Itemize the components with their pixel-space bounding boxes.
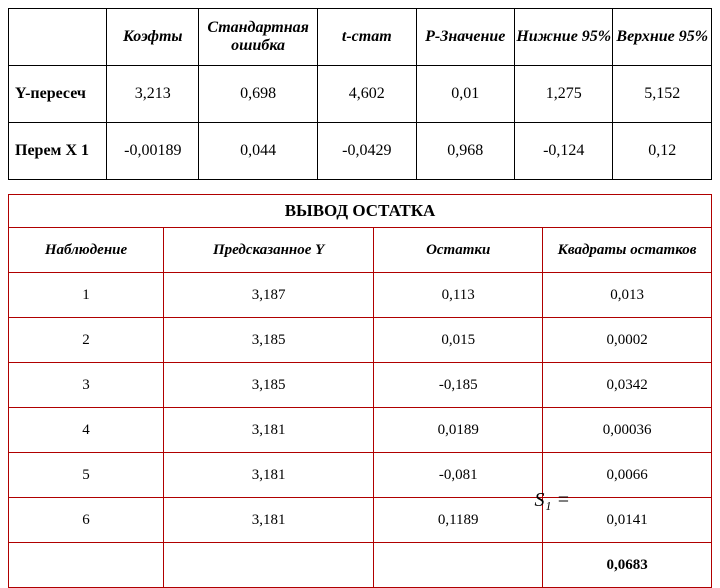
- sum-cell: 0,0683: [543, 543, 712, 588]
- table-row: 4 3,181 0,0189 0,00036: [9, 408, 712, 453]
- table-header-row: Коэфты Стандартная ошибка t-стат P-Значе…: [9, 9, 712, 66]
- cell: -0,0429: [318, 123, 416, 180]
- cell: 0,044: [199, 123, 318, 180]
- cell: 3,181: [164, 498, 374, 543]
- table-row: 2 3,185 0,015 0,0002: [9, 318, 712, 363]
- col-pred: Предсказанное Y: [164, 228, 374, 273]
- cell: 1: [9, 273, 164, 318]
- col-sqres: Квадраты остатков: [543, 228, 712, 273]
- col-coef: Коэфты: [107, 9, 199, 66]
- cell: 2: [9, 318, 164, 363]
- cell: -0,081: [374, 453, 543, 498]
- col-tstat: t-стат: [318, 9, 416, 66]
- cell: 3,185: [164, 318, 374, 363]
- cell: 0,01: [416, 66, 514, 123]
- col-blank: [9, 9, 107, 66]
- cell-empty: [374, 543, 543, 588]
- cell: 3,187: [164, 273, 374, 318]
- cell: 0,0342: [543, 363, 712, 408]
- cell: 4: [9, 408, 164, 453]
- col-resid: Остатки: [374, 228, 543, 273]
- s1-label: S₁ =: [535, 489, 570, 512]
- cell: 0,0189: [374, 408, 543, 453]
- col-obs: Наблюдение: [9, 228, 164, 273]
- cell: 0,013: [543, 273, 712, 318]
- residuals-caption: ВЫВОД ОСТАТКА: [8, 194, 712, 227]
- cell: 0,968: [416, 123, 514, 180]
- table-row: Перем X 1 -0,00189 0,044 -0,0429 0,968 -…: [9, 123, 712, 180]
- cell: 0,12: [613, 123, 712, 180]
- cell: 0,698: [199, 66, 318, 123]
- cell: 6: [9, 498, 164, 543]
- table-row: 1 3,187 0,113 0,013: [9, 273, 712, 318]
- cell: 5,152: [613, 66, 712, 123]
- cell: 0,113: [374, 273, 543, 318]
- cell: 3: [9, 363, 164, 408]
- cell: -0,185: [374, 363, 543, 408]
- table-header-row: Наблюдение Предсказанное Y Остатки Квадр…: [9, 228, 712, 273]
- cell-empty: [9, 543, 164, 588]
- cell: 3,213: [107, 66, 199, 123]
- cell: 0,0002: [543, 318, 712, 363]
- table-row: 6 3,181 0,1189 0,0141: [9, 498, 712, 543]
- cell: -0,124: [515, 123, 613, 180]
- row-label: Y-пересеч: [9, 66, 107, 123]
- col-low95: Нижние 95%: [515, 9, 613, 66]
- cell: 0,015: [374, 318, 543, 363]
- table-row: 3 3,185 -0,185 0,0342: [9, 363, 712, 408]
- cell-empty: [164, 543, 374, 588]
- cell: 3,185: [164, 363, 374, 408]
- cell: 4,602: [318, 66, 416, 123]
- cell: 3,181: [164, 453, 374, 498]
- col-pval: P-Значение: [416, 9, 514, 66]
- cell: 1,275: [515, 66, 613, 123]
- cell: 3,181: [164, 408, 374, 453]
- table-row: 5 3,181 -0,081 0,0066: [9, 453, 712, 498]
- col-stderr: Стандартная ошибка: [199, 9, 318, 66]
- sum-row: 0,0683: [9, 543, 712, 588]
- table-row: Y-пересеч 3,213 0,698 4,602 0,01 1,275 5…: [9, 66, 712, 123]
- cell: -0,00189: [107, 123, 199, 180]
- coefficients-table: Коэфты Стандартная ошибка t-стат P-Значе…: [8, 8, 712, 180]
- residuals-table: Наблюдение Предсказанное Y Остатки Квадр…: [8, 227, 712, 588]
- cell: 0,1189: [374, 498, 543, 543]
- cell: 5: [9, 453, 164, 498]
- row-label: Перем X 1: [9, 123, 107, 180]
- col-up95: Верхние 95%: [613, 9, 712, 66]
- cell: 0,00036: [543, 408, 712, 453]
